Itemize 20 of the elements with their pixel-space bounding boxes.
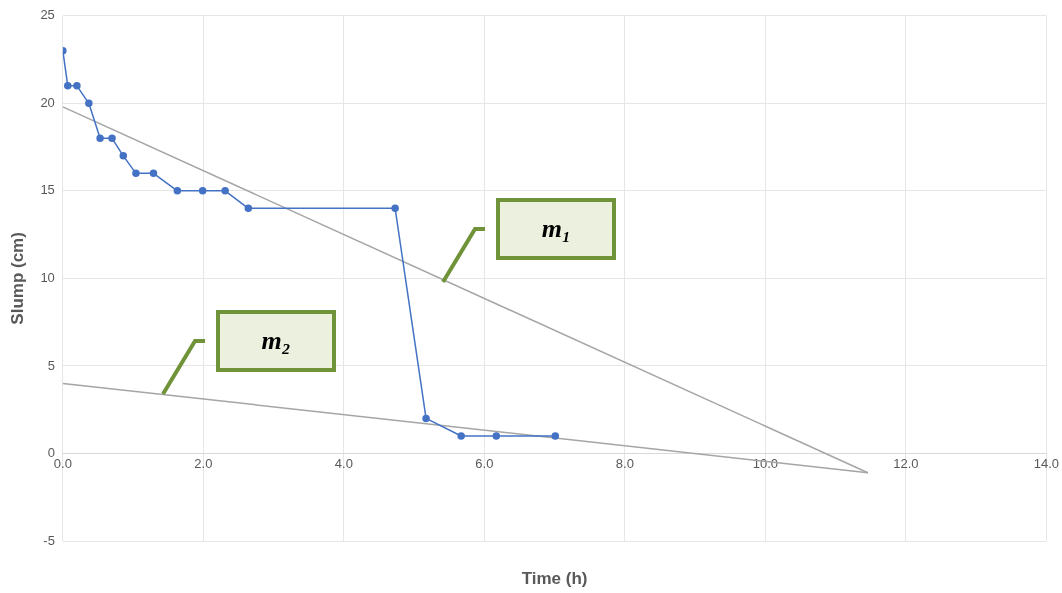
x-tick-label: 2.0 [194, 455, 213, 471]
annotation: m₁ [496, 198, 617, 261]
y-tick-label: 20 [40, 94, 55, 110]
y-tick-label: 25 [40, 7, 55, 23]
x-tick-label: 8.0 [615, 455, 634, 471]
x-tick-label: 0.0 [53, 455, 72, 471]
callout: m₂ [161, 307, 337, 396]
x-axis-title: Time (h) [521, 568, 588, 588]
y-tick-label: 10 [40, 269, 55, 285]
x-tick-label: 4.0 [334, 455, 353, 471]
y-axis-title: Slump (cm) [7, 232, 27, 325]
y-tick-label: 5 [47, 357, 55, 373]
annotation: m₂ [216, 309, 337, 372]
callout: m₁ [441, 196, 617, 285]
x-tick-label: 14.0 [1033, 455, 1060, 471]
y-tick-label: 0 [47, 445, 55, 461]
y-tick-label: -5 [43, 532, 55, 548]
y-tick-label: 15 [40, 182, 55, 198]
x-tick-label: 6.0 [475, 455, 494, 471]
x-tick-label: 12.0 [893, 455, 919, 471]
